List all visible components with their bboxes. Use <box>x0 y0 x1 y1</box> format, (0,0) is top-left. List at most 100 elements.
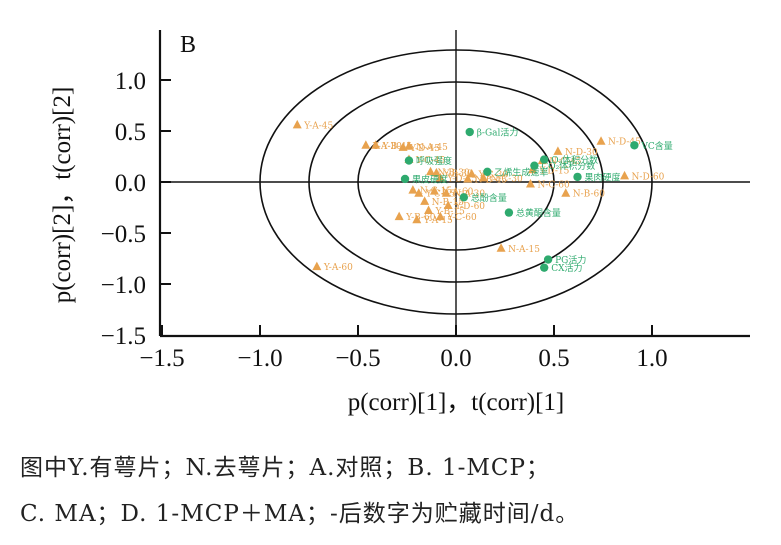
sample-label: N-A-30 <box>453 190 485 200</box>
reference-lines <box>160 30 750 336</box>
x-tick-label: −1.0 <box>237 345 282 372</box>
sample-label: N-B-45 <box>475 175 507 185</box>
variable-label: 果皮硬度 <box>412 173 448 185</box>
sample-label: Y-B-15 <box>435 207 466 217</box>
sample-label: Y-B-30 <box>442 169 473 179</box>
sample-label: Y-C-45 <box>415 156 446 166</box>
y-tick-label: −1.0 <box>101 272 146 299</box>
variable-marker <box>573 172 582 182</box>
sample-marker <box>435 172 445 182</box>
sample-marker <box>443 200 453 209</box>
variable-label: 乙烯生成速率 <box>494 166 548 178</box>
sample-label: N-A-60 <box>441 188 473 198</box>
sample-label: N-B-30 <box>438 168 470 178</box>
variable-label: CO₂体积分数 <box>541 160 595 172</box>
panel-label: B <box>180 32 196 58</box>
sample-label: Y-B-60 <box>405 213 436 223</box>
sample-marker <box>429 186 439 195</box>
sample-marker <box>478 172 488 182</box>
sample-marker <box>394 211 404 221</box>
variable-marker <box>483 167 492 176</box>
sample-label: Y-D-15 <box>446 174 477 184</box>
variable-label: CX活力 <box>551 262 582 274</box>
sample-marker <box>412 214 422 224</box>
sample-label: N-D-30 <box>565 148 598 158</box>
variable-marker <box>630 141 639 150</box>
data-points: Y-A-45 Y-B-45Y-A-30 Y-D-45N-A-45 Y-C-45 N-B-… <box>292 119 673 274</box>
variable-label: β-Gal活力 <box>477 127 519 139</box>
sample-label: Y-A-60 <box>323 263 353 273</box>
sample-marker <box>441 188 451 197</box>
axes: −1.5 −1.0 −0.5 0.0 0.5 1.0 1.0 0.5 0.0 −0.5 −1.0 −1… <box>49 30 750 416</box>
sample-marker <box>312 261 322 271</box>
y-tick-label: −0.5 <box>101 221 146 248</box>
variable-label: O₂体积分数 <box>551 154 598 166</box>
variable-label: 呼吸强度 <box>416 155 452 167</box>
sample-marker <box>561 188 571 197</box>
sample-label: Y-A-45 <box>303 121 333 131</box>
caption-line-1: 图中Y.有萼片；N.去萼片；A.对照；B. 1-MCP； <box>20 455 550 481</box>
sample-label: Y-C-60 <box>446 213 477 223</box>
sample-marker <box>414 188 424 197</box>
sample-marker <box>525 179 535 188</box>
variable-marker <box>465 127 474 137</box>
sample-label: Y-B-45 <box>382 142 413 152</box>
sample-marker <box>463 173 473 183</box>
sample-label: Y-C-15 <box>425 190 456 200</box>
x-tick-label: −0.5 <box>335 345 380 372</box>
sample-label: N-D-45 <box>608 138 641 148</box>
sample-marker <box>435 211 445 221</box>
sample-marker <box>408 185 418 194</box>
sample-marker <box>431 167 441 177</box>
sample-marker <box>553 146 563 155</box>
x-tick-label: 0.5 <box>538 345 569 372</box>
caption-line-2: C. MA；D. 1-MCP＋MA；-后数字为贮藏时间/d。 <box>20 501 580 527</box>
variable-label: PG活力 <box>555 254 586 266</box>
sample-marker <box>596 136 606 145</box>
variable-label: 果肉硬度 <box>585 171 621 183</box>
sample-marker <box>496 243 506 252</box>
variable-marker <box>404 156 414 165</box>
y-axis-title: p(corr)[2]，t(corr)[2] <box>49 87 76 304</box>
sample-label: N-D-60 <box>632 172 665 182</box>
y-tick-label: 0.5 <box>115 119 146 146</box>
y-tick-label: 1.0 <box>115 68 146 95</box>
sample-label: Y-D-60 <box>454 202 485 212</box>
variable-label: 总酚含量 <box>471 192 507 204</box>
pls-biplot: −1.5 −1.0 −0.5 0.0 0.5 1.0 1.0 0.5 0.0 −0.5 −1.0 −1… <box>49 30 750 416</box>
x-tick-label: 0.0 <box>440 345 471 372</box>
sample-label: Y-A-30 <box>372 142 402 152</box>
sample-label: Y-A-15 <box>423 216 453 226</box>
sample-label: Y-C-30 <box>478 170 509 180</box>
variable-marker <box>540 263 549 272</box>
variable-marker <box>540 155 549 164</box>
x-tick-label: 1.0 <box>636 345 667 372</box>
y-tick-label: −1.5 <box>101 323 146 350</box>
sample-marker <box>404 141 414 150</box>
variable-marker <box>400 174 410 184</box>
sample-marker <box>292 119 302 129</box>
variable-marker <box>530 161 539 170</box>
sample-marker <box>426 166 436 176</box>
variable-marker <box>504 208 514 217</box>
sample-label: Y-D-45 <box>409 144 440 154</box>
sample-label: N-C-45 <box>549 157 582 167</box>
sample-label: N-B-60 <box>573 190 605 200</box>
sample-label: N-C-30 <box>490 174 523 184</box>
sample-label: Y-D-15 <box>538 166 569 176</box>
sample-label: N-A-45 <box>416 143 448 153</box>
sample-marker <box>371 140 381 149</box>
variable-label: 总黄酮含量 <box>516 207 561 219</box>
sample-marker <box>361 140 371 149</box>
sample-marker <box>424 205 434 215</box>
sample-label: N-A-15 <box>508 245 540 255</box>
variable-marker <box>543 255 553 264</box>
sample-label: N-C-60 <box>537 181 570 191</box>
x-axis-title: p(corr)[1]，t(corr)[1] <box>348 389 565 416</box>
variable-label: VC含量 <box>640 140 672 152</box>
variable-marker <box>459 193 469 202</box>
x-tick-label: −1.5 <box>139 345 184 372</box>
sample-marker <box>420 196 430 205</box>
sample-marker <box>467 168 477 178</box>
sample-marker <box>620 170 630 180</box>
